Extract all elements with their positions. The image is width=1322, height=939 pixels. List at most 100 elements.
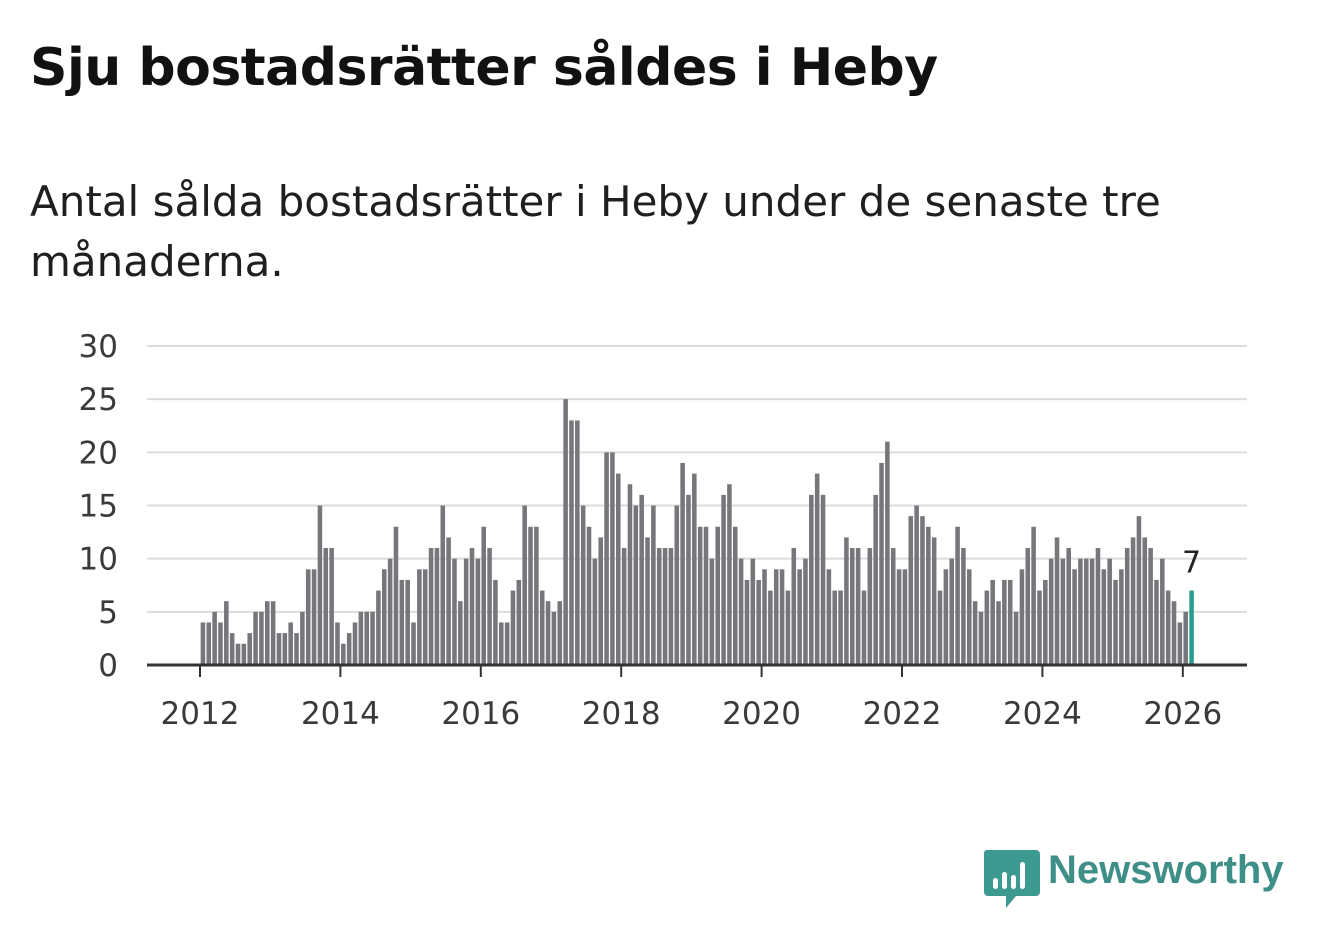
x-tick-label-2022: 2022 bbox=[863, 696, 942, 732]
bar bbox=[469, 548, 475, 665]
bar bbox=[697, 526, 703, 665]
bar bbox=[896, 569, 902, 665]
bar bbox=[732, 526, 738, 665]
bar bbox=[750, 558, 756, 665]
bar bbox=[809, 494, 814, 665]
bar bbox=[978, 611, 984, 665]
bar bbox=[311, 569, 317, 665]
bar bbox=[984, 590, 990, 665]
bar bbox=[990, 579, 995, 665]
bar bbox=[721, 494, 726, 665]
bar bbox=[773, 569, 779, 665]
bar bbox=[598, 537, 603, 665]
bar bbox=[516, 579, 522, 665]
bar bbox=[715, 526, 720, 665]
chart-subtitle: Antal sålda bostadsrätter i Heby under d… bbox=[30, 177, 1161, 286]
bar bbox=[604, 452, 609, 665]
bar bbox=[458, 601, 463, 665]
bar bbox=[814, 473, 820, 665]
bar bbox=[908, 516, 914, 665]
bar bbox=[1072, 569, 1077, 665]
bar bbox=[352, 622, 358, 665]
y-tick-label-5: 5 bbox=[98, 595, 118, 631]
bar bbox=[405, 579, 410, 665]
bar bbox=[615, 473, 621, 665]
bar bbox=[487, 548, 492, 665]
bar bbox=[803, 558, 808, 665]
bar bbox=[1107, 558, 1112, 665]
bar bbox=[317, 505, 323, 665]
bar bbox=[422, 569, 428, 665]
bar bbox=[399, 579, 405, 665]
bar bbox=[253, 611, 258, 665]
bar bbox=[651, 505, 656, 665]
bar bbox=[926, 526, 931, 665]
bar bbox=[849, 548, 855, 665]
bar bbox=[674, 505, 680, 665]
bar bbox=[218, 622, 223, 665]
bar bbox=[873, 494, 878, 665]
bar bbox=[229, 633, 235, 665]
bar bbox=[996, 601, 1001, 665]
bar bbox=[288, 622, 293, 665]
bar bbox=[779, 569, 785, 665]
bar bbox=[1171, 601, 1177, 665]
bar bbox=[1142, 537, 1148, 665]
bar bbox=[1048, 558, 1054, 665]
bar bbox=[557, 601, 563, 665]
bar bbox=[738, 558, 744, 665]
bar bbox=[1130, 537, 1136, 665]
bar bbox=[241, 643, 247, 665]
bar bbox=[504, 622, 510, 665]
last-value-label: 7 bbox=[1182, 546, 1201, 581]
bar bbox=[481, 526, 486, 665]
bar bbox=[1078, 558, 1083, 665]
x-tick-label-2016: 2016 bbox=[441, 696, 520, 732]
bar bbox=[639, 494, 644, 665]
bar bbox=[1154, 579, 1159, 665]
bar bbox=[826, 569, 832, 665]
bar bbox=[452, 558, 457, 665]
bar bbox=[434, 548, 440, 665]
y-tick-label-30: 30 bbox=[79, 329, 118, 365]
bar bbox=[376, 590, 381, 665]
bar bbox=[785, 590, 791, 665]
bar bbox=[1177, 622, 1183, 665]
brand-name: Newsworthy bbox=[1048, 848, 1284, 892]
bar bbox=[264, 601, 270, 665]
bar-chart-speech-bubble-icon bbox=[983, 850, 1040, 908]
bar bbox=[551, 611, 557, 665]
bar bbox=[656, 548, 662, 665]
bar bbox=[545, 601, 551, 665]
bar bbox=[300, 611, 305, 665]
bar bbox=[1183, 611, 1188, 665]
x-tick-label-2024: 2024 bbox=[1003, 696, 1082, 732]
bar bbox=[212, 611, 217, 665]
bar bbox=[943, 569, 949, 665]
bar bbox=[1007, 579, 1013, 665]
bar bbox=[867, 548, 873, 665]
bar bbox=[692, 473, 697, 665]
bar bbox=[902, 569, 908, 665]
bar bbox=[1083, 558, 1089, 665]
bar bbox=[224, 601, 229, 665]
bar bbox=[1189, 590, 1194, 665]
bar bbox=[463, 558, 469, 665]
bar bbox=[417, 569, 422, 665]
bar bbox=[621, 548, 627, 665]
bar bbox=[475, 558, 481, 665]
bar bbox=[440, 505, 446, 665]
bar bbox=[820, 494, 826, 665]
bar bbox=[1060, 558, 1066, 665]
x-tick-label-2020: 2020 bbox=[722, 696, 801, 732]
bar bbox=[861, 590, 867, 665]
bar bbox=[937, 590, 943, 665]
bar bbox=[791, 548, 797, 665]
x-tick-label-2026: 2026 bbox=[1143, 696, 1222, 732]
bar bbox=[1031, 526, 1036, 665]
bar bbox=[610, 452, 615, 665]
bar bbox=[592, 558, 598, 665]
bar bbox=[341, 643, 346, 665]
bar bbox=[323, 548, 329, 665]
bar bbox=[294, 633, 299, 665]
